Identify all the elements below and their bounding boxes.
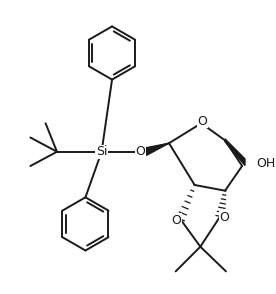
Polygon shape [144, 143, 169, 155]
Text: O: O [219, 211, 229, 224]
Text: OH: OH [256, 157, 276, 170]
Text: Si: Si [96, 145, 107, 158]
Polygon shape [225, 139, 245, 166]
Text: O: O [172, 214, 182, 227]
Text: O: O [136, 145, 145, 158]
Text: O: O [197, 115, 207, 128]
